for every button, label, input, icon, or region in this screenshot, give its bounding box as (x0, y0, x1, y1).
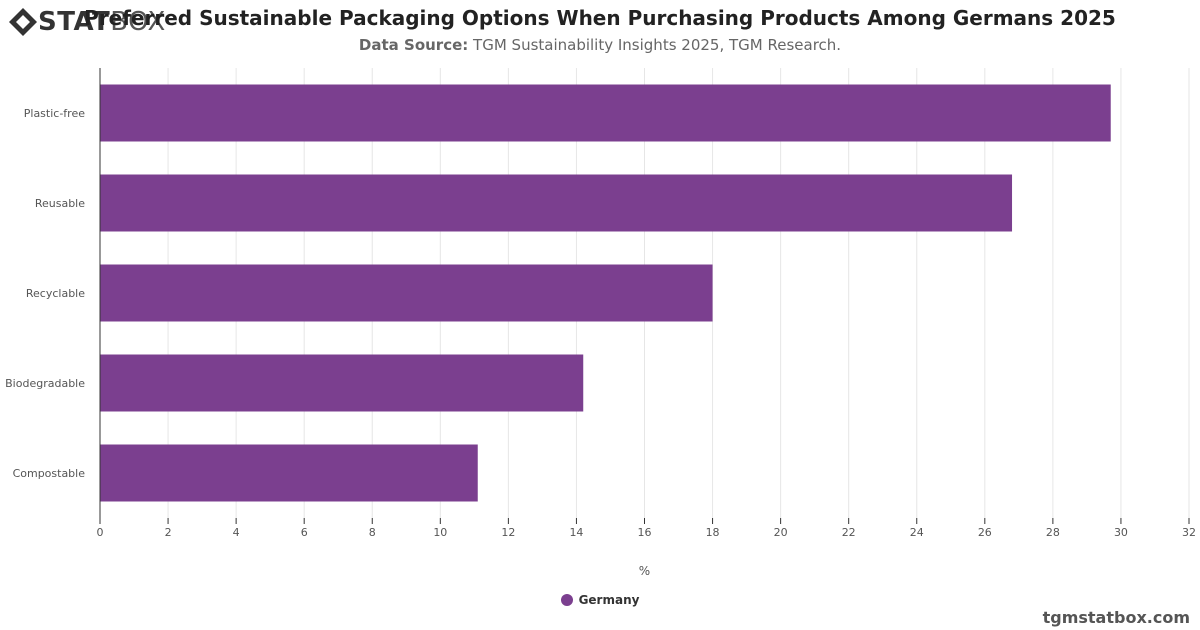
source-label: Data Source: (358, 36, 469, 54)
x-axis-title: % (639, 564, 650, 578)
logo-secondary: BOX (110, 7, 166, 37)
bar-recyclable[interactable] (100, 264, 713, 322)
y-tick-label: Compostable (13, 467, 86, 480)
x-tick-label: 18 (706, 526, 720, 539)
chart-subtitle: Data Source: TGM Sustainability Insights… (0, 35, 1200, 55)
legend[interactable]: Germany (0, 593, 1200, 607)
legend-label-germany: Germany (578, 593, 640, 607)
bar-compostable[interactable] (100, 444, 478, 502)
y-tick-label: Reusable (35, 197, 85, 210)
x-tick-label: 0 (97, 526, 104, 539)
x-tick-label: 26 (978, 526, 992, 539)
y-tick-label: Biodegradable (5, 377, 85, 390)
logo-primary: STAT (38, 7, 111, 37)
x-tick-label: 22 (842, 526, 856, 539)
legend-marker (560, 594, 573, 606)
chart-title: Preferred Sustainable Packaging Options … (84, 6, 1116, 30)
y-tick-label: Recyclable (26, 287, 85, 300)
x-tick-label: 24 (910, 526, 924, 539)
x-tick-label: 16 (638, 526, 652, 539)
x-tick-label: 4 (233, 526, 240, 539)
y-tick-label: Plastic-free (24, 107, 85, 120)
bar-biodegradable[interactable] (100, 354, 584, 412)
x-tick-label: 6 (301, 526, 308, 539)
bar-plastic-free[interactable] (100, 84, 1111, 142)
x-tick-label: 14 (569, 526, 583, 539)
x-tick-label: 8 (369, 526, 376, 539)
logo-text: STATBOX (38, 5, 166, 39)
x-tick-label: 2 (165, 526, 172, 539)
x-tick-label: 30 (1114, 526, 1128, 539)
bar-reusable[interactable] (100, 174, 1013, 232)
logo-mark-icon (9, 8, 37, 36)
statbox-logo: STATBOX (8, 5, 166, 39)
source-text: TGM Sustainability Insights 2025, TGM Re… (473, 36, 842, 54)
x-tick-label: 28 (1046, 526, 1060, 539)
footer-site: tgmstatbox.com (1042, 608, 1190, 627)
x-tick-label: 20 (774, 526, 788, 539)
x-tick-label: 10 (433, 526, 447, 539)
x-tick-label: 32 (1182, 526, 1196, 539)
x-tick-label: 12 (501, 526, 515, 539)
